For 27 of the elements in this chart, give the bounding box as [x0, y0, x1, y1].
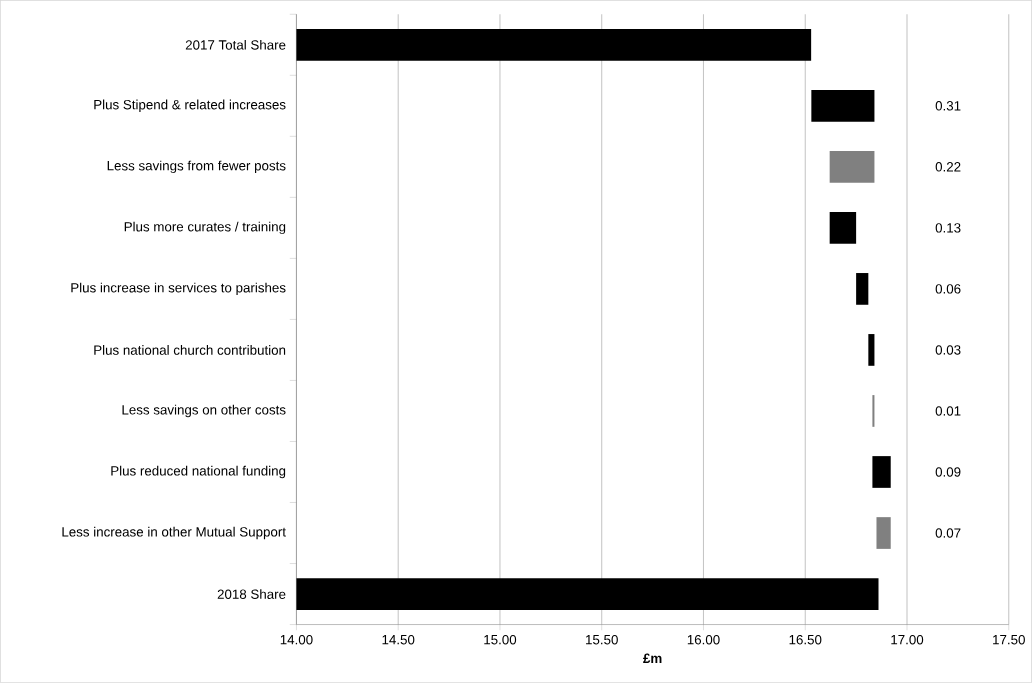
y-tick-label: Plus increase in services to parishes — [71, 282, 286, 296]
y-tick-label: Less savings on other costs — [122, 404, 286, 418]
data-label: 0.01 — [935, 406, 961, 416]
x-tick-label: 16.50 — [789, 635, 822, 645]
y-tick-label: Plus national church contribution — [94, 345, 286, 355]
x-tick-label: 14.00 — [280, 635, 313, 645]
y-tick-label: Plus reduced national funding — [111, 465, 286, 479]
y-tick-label: Plus more curates / training — [124, 221, 286, 235]
y-tick-label: 2018 Share — [217, 589, 286, 600]
y-tick-label: Less savings from fewer posts — [107, 160, 286, 174]
y-tick-label: Plus Stipend & related increases — [94, 99, 286, 113]
y-tick-label: Less increase in other Mutual Support — [62, 526, 286, 540]
x-tick-label: 17.50 — [993, 635, 1025, 645]
data-label: 0.06 — [935, 284, 961, 294]
x-tick-label: 15.50 — [586, 635, 618, 645]
data-label: 0.22 — [935, 162, 961, 172]
x-axis-title: £m — [643, 653, 662, 663]
data-label: 0.03 — [935, 345, 961, 355]
data-label: 0.09 — [935, 467, 961, 477]
x-tick-label: 17.00 — [891, 635, 924, 645]
y-tick-label: 2017 Total Share — [185, 39, 286, 50]
x-tick-label: 16.00 — [687, 635, 720, 645]
data-label: 0.07 — [935, 528, 961, 538]
data-label: 0.31 — [935, 101, 961, 111]
x-tick-label: 14.50 — [382, 635, 415, 645]
data-label: 0.13 — [935, 223, 961, 233]
x-tick-label: 15.00 — [484, 635, 517, 645]
